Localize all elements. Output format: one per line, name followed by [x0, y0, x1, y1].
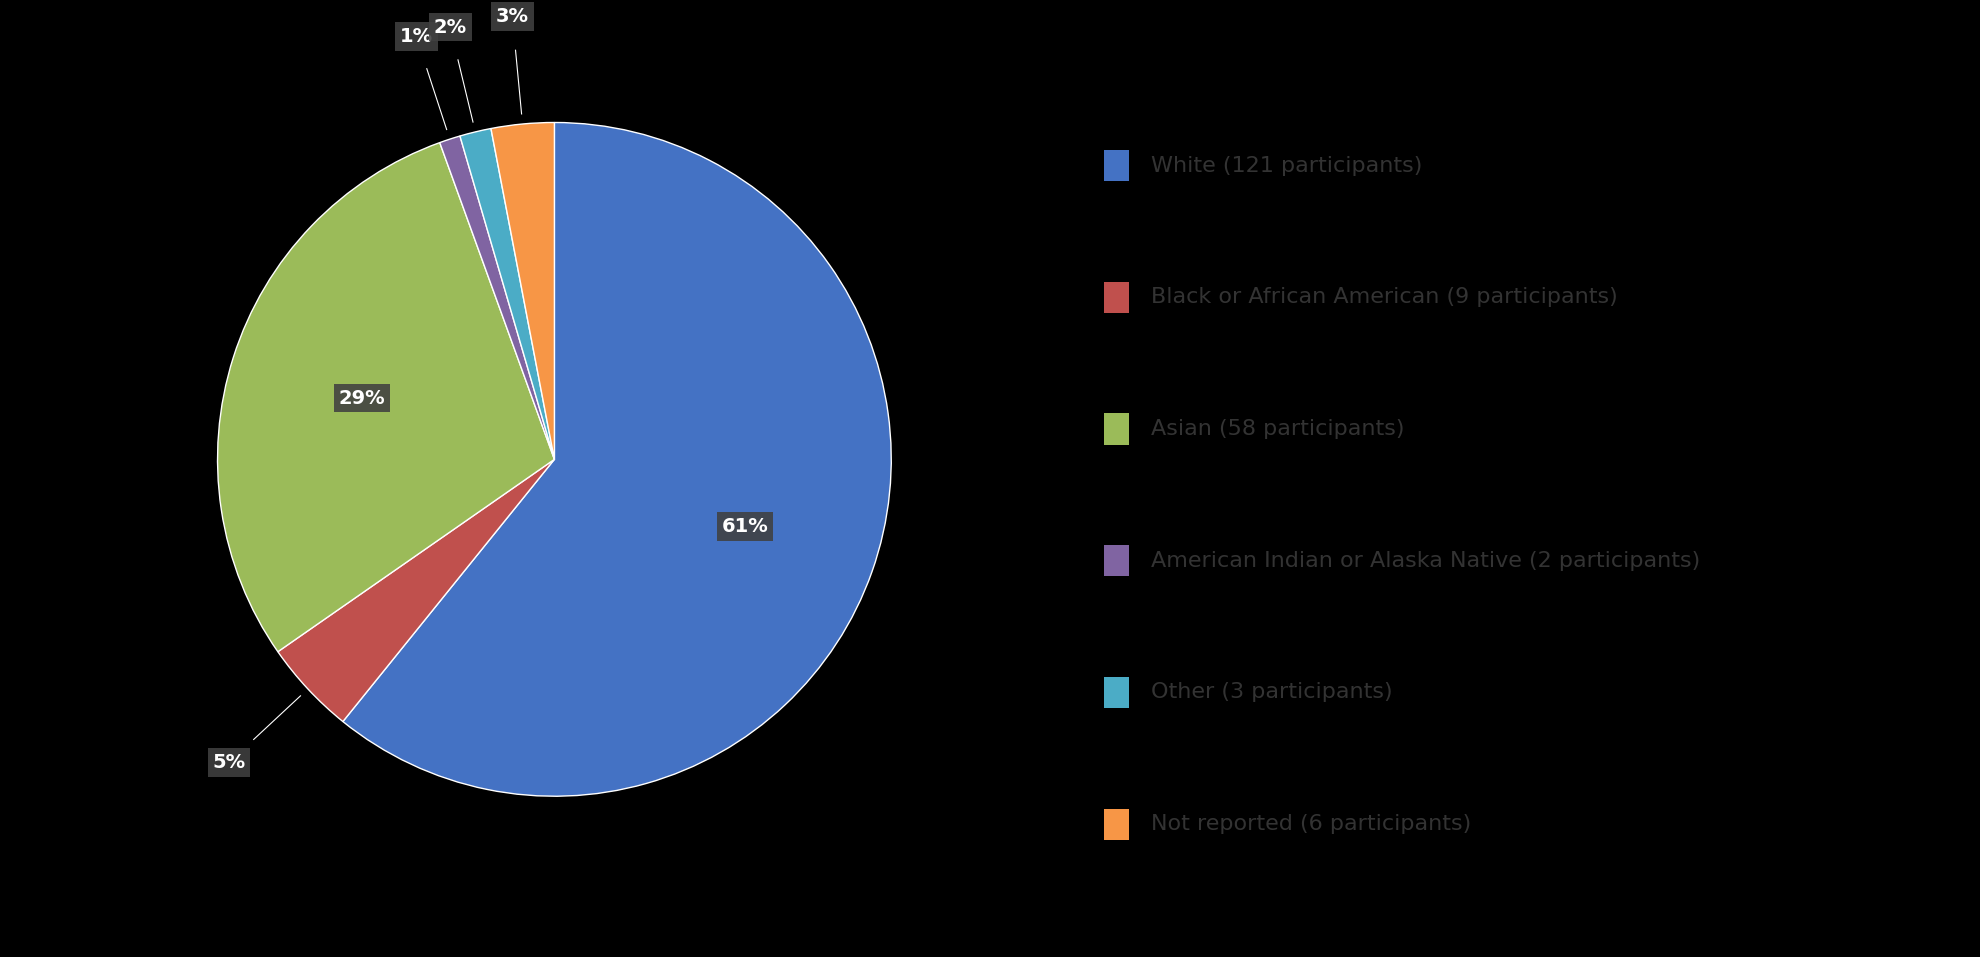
Text: 61%: 61% — [721, 517, 768, 536]
Wedge shape — [218, 143, 554, 652]
Wedge shape — [343, 122, 891, 796]
Wedge shape — [277, 459, 554, 722]
Text: White (121 participants): White (121 participants) — [1150, 156, 1422, 176]
Bar — [1105, 281, 1129, 313]
Text: 1%: 1% — [400, 27, 434, 46]
Wedge shape — [459, 128, 554, 459]
Wedge shape — [440, 136, 554, 459]
Bar — [1105, 413, 1129, 445]
Bar — [1105, 809, 1129, 840]
Text: Black or African American (9 participants): Black or African American (9 participant… — [1150, 287, 1618, 307]
Wedge shape — [491, 122, 554, 459]
Text: 3%: 3% — [495, 8, 529, 26]
Text: 5%: 5% — [212, 753, 246, 772]
Bar — [1105, 150, 1129, 182]
Bar — [1105, 677, 1129, 708]
Text: 2%: 2% — [434, 17, 467, 36]
Text: American Indian or Alaska Native (2 participants): American Indian or Alaska Native (2 part… — [1150, 551, 1701, 570]
Bar — [1105, 545, 1129, 576]
Text: 29%: 29% — [339, 389, 384, 408]
Text: Not reported (6 participants): Not reported (6 participants) — [1150, 814, 1471, 835]
Text: Asian (58 participants): Asian (58 participants) — [1150, 419, 1404, 439]
Text: Other (3 participants): Other (3 participants) — [1150, 682, 1392, 702]
